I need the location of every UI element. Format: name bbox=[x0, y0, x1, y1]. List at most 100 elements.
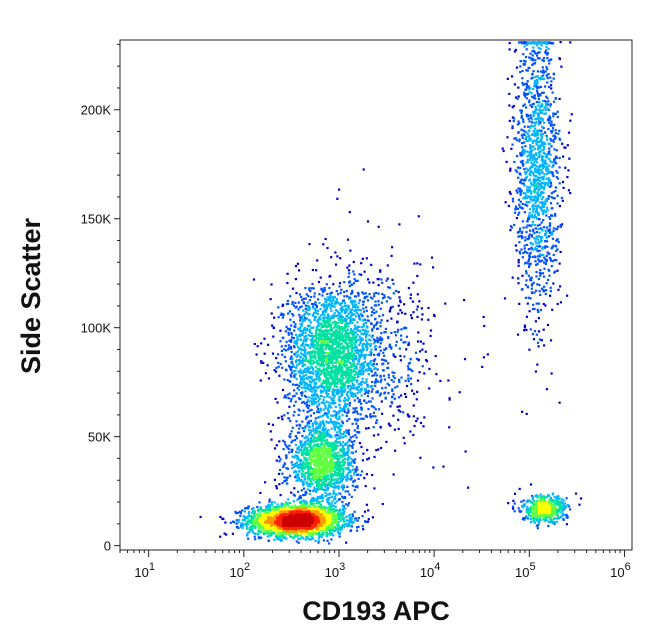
data-point bbox=[517, 176, 520, 179]
data-point bbox=[534, 240, 537, 243]
data-point bbox=[361, 372, 365, 375]
data-point bbox=[347, 448, 350, 451]
data-point bbox=[341, 517, 344, 520]
data-point bbox=[547, 195, 550, 198]
data-point bbox=[543, 275, 546, 278]
data-point bbox=[323, 306, 326, 309]
data-point bbox=[508, 42, 511, 45]
data-point bbox=[525, 226, 528, 229]
data-point bbox=[291, 287, 295, 290]
data-point bbox=[325, 488, 328, 491]
data-point bbox=[396, 385, 399, 388]
data-point bbox=[544, 240, 547, 243]
data-point bbox=[525, 48, 528, 51]
data-point bbox=[561, 223, 564, 226]
data-point bbox=[323, 389, 326, 392]
data-point bbox=[326, 389, 329, 392]
data-point bbox=[551, 214, 554, 217]
data-point bbox=[326, 415, 329, 418]
data-point bbox=[333, 347, 336, 350]
data-point bbox=[343, 290, 346, 294]
data-point bbox=[356, 292, 360, 295]
data-point bbox=[544, 184, 547, 187]
data-point bbox=[553, 123, 556, 126]
data-point bbox=[299, 534, 302, 537]
data-point bbox=[533, 139, 536, 142]
data-point bbox=[383, 378, 386, 381]
data-point bbox=[525, 92, 528, 96]
data-point bbox=[419, 421, 423, 425]
data-point bbox=[359, 382, 363, 385]
data-point bbox=[518, 250, 521, 253]
data-point bbox=[293, 342, 296, 345]
data-point bbox=[318, 409, 321, 412]
data-point bbox=[301, 501, 304, 504]
data-point bbox=[350, 314, 353, 318]
data-point bbox=[281, 418, 284, 421]
data-point bbox=[367, 319, 370, 322]
data-point bbox=[308, 538, 311, 541]
data-point bbox=[391, 278, 394, 281]
data-point bbox=[518, 203, 521, 206]
data-point bbox=[347, 432, 350, 435]
data-point bbox=[526, 155, 529, 158]
data-point bbox=[330, 291, 333, 294]
data-point bbox=[546, 67, 549, 71]
data-point bbox=[530, 181, 533, 185]
data-point bbox=[320, 314, 323, 317]
data-point bbox=[521, 150, 524, 153]
data-point bbox=[237, 526, 240, 530]
data-point bbox=[365, 353, 368, 356]
data-point bbox=[347, 312, 350, 315]
data-point bbox=[524, 296, 527, 299]
data-point bbox=[394, 289, 398, 292]
data-point bbox=[545, 156, 549, 159]
data-point bbox=[329, 386, 332, 390]
data-point bbox=[355, 422, 358, 425]
data-point bbox=[290, 491, 293, 494]
data-point bbox=[508, 119, 511, 122]
data-point bbox=[543, 267, 546, 270]
data-point bbox=[504, 201, 507, 204]
data-point bbox=[377, 225, 380, 228]
data-point bbox=[516, 155, 519, 158]
data-point bbox=[338, 515, 341, 518]
data-point bbox=[555, 239, 558, 242]
data-point bbox=[508, 104, 511, 107]
data-point bbox=[300, 323, 303, 326]
data-point bbox=[531, 103, 534, 106]
data-point bbox=[536, 70, 539, 73]
data-point bbox=[554, 156, 557, 159]
data-point bbox=[537, 228, 540, 231]
data-point bbox=[528, 88, 531, 91]
data-point bbox=[371, 388, 374, 391]
data-point bbox=[314, 498, 317, 501]
data-point bbox=[341, 454, 345, 458]
data-point bbox=[403, 355, 406, 358]
data-point bbox=[398, 347, 401, 350]
data-point bbox=[365, 330, 368, 333]
data-point bbox=[326, 321, 329, 324]
data-point bbox=[366, 295, 369, 298]
data-point bbox=[546, 182, 549, 185]
data-point bbox=[375, 419, 378, 422]
data-point bbox=[542, 302, 545, 306]
data-point bbox=[341, 414, 344, 417]
data-point bbox=[530, 124, 533, 127]
data-point bbox=[361, 525, 364, 528]
data-point bbox=[283, 355, 286, 359]
data-point bbox=[339, 406, 342, 410]
data-point bbox=[278, 374, 281, 377]
data-point bbox=[535, 132, 538, 135]
data-point bbox=[534, 216, 537, 219]
data-point bbox=[339, 320, 342, 323]
data-point bbox=[394, 449, 397, 452]
data-point bbox=[549, 497, 552, 500]
data-point bbox=[372, 411, 375, 414]
data-point bbox=[517, 258, 520, 262]
data-point bbox=[326, 296, 329, 299]
data-point bbox=[534, 189, 537, 192]
data-point bbox=[545, 172, 549, 175]
data-point bbox=[526, 80, 529, 83]
data-point bbox=[332, 355, 335, 358]
